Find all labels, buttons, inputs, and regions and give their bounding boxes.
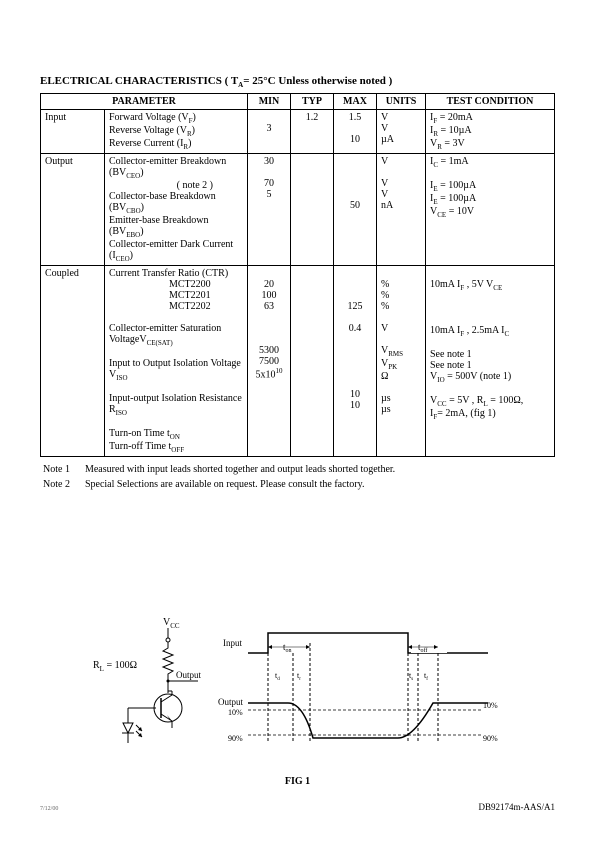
output-params: Collector-emitter Breakdown (BVCEO) ( no… (105, 154, 248, 266)
footer-left: 7/12/00 (40, 806, 58, 812)
svg-text:Output: Output (218, 697, 244, 707)
notes-table: Note 1Measured with input leads shorted … (40, 461, 409, 493)
h-max: MAX (334, 94, 377, 110)
coupled-max: 1250.41010 (334, 266, 377, 457)
svg-text:RL = 100Ω: RL = 100Ω (93, 660, 137, 673)
note2-text: Special Selections are available on requ… (84, 478, 407, 491)
input-max: 1.510 (334, 110, 377, 154)
input-cat: Input (41, 110, 105, 154)
coupled-params: Current Transfer Ratio (CTR) MCT2200 MCT… (105, 266, 248, 457)
figure-svg: VCC RL = 100Ω Output (88, 613, 508, 763)
output-min: 30705 (248, 154, 291, 266)
svg-text:ts: ts (409, 671, 413, 682)
output-cond: IC = 1mA IE = 100µA IE = 100µA VCE = 10V (426, 154, 555, 266)
svg-text:td: td (275, 671, 280, 682)
svg-text:Output: Output (176, 670, 202, 680)
h-typ: TYP (291, 94, 334, 110)
output-cat: Output (41, 154, 105, 266)
coupled-row: Coupled Current Transfer Ratio (CTR) MCT… (41, 266, 555, 457)
coupled-cat: Coupled (41, 266, 105, 457)
output-max: 50 (334, 154, 377, 266)
input-min: 3 (248, 110, 291, 154)
coupled-units: %%%VVRMSVPKΩµsµs (377, 266, 426, 457)
output-units: VVVnA (377, 154, 426, 266)
page: ELECTRICAL CHARACTERISTICS ( TA= 25°C Un… (0, 0, 595, 827)
spec-table: PARAMETER MIN TYP MAX UNITS TEST CONDITI… (40, 93, 555, 457)
input-units: VVµA (377, 110, 426, 154)
figure-caption: FIG 1 (40, 776, 555, 787)
title-suffix: = 25°C Unless otherwise noted ) (243, 75, 392, 87)
h-cond: TEST CONDITION (426, 94, 555, 110)
figure-area: VCC RL = 100Ω Output (40, 613, 555, 787)
note1-label: Note 1 (42, 463, 82, 476)
output-row: Output Collector-emitter Breakdown (BVCE… (41, 154, 555, 266)
svg-text:tr: tr (297, 671, 301, 682)
svg-text:Input: Input (223, 638, 242, 648)
h-units: UNITS (377, 94, 426, 110)
input-row: Input Forward Voltage (VF) Reverse Volta… (41, 110, 555, 154)
note1-text: Measured with input leads shorted togeth… (84, 463, 407, 476)
input-cond: IF = 20mA IR = 10µA VR = 3V (426, 110, 555, 154)
input-params: Forward Voltage (VF) Reverse Voltage (VR… (105, 110, 248, 154)
coupled-cond: 10mA IF , 5V VCE 10mA IF , 2.5mA IC See … (426, 266, 555, 457)
svg-text:VCC: VCC (163, 617, 180, 630)
coupled-min: 2010063530075005x1010 (248, 266, 291, 457)
note2-label: Note 2 (42, 478, 82, 491)
header-row: PARAMETER MIN TYP MAX UNITS TEST CONDITI… (41, 94, 555, 110)
footer-right: DB92174m-AAS/A1 (478, 802, 555, 812)
input-typ: 1.2 (291, 110, 334, 154)
svg-text:90%: 90% (228, 734, 243, 743)
coupled-typ (291, 266, 334, 457)
h-param: PARAMETER (41, 94, 248, 110)
svg-text:90%: 90% (483, 734, 498, 743)
h-min: MIN (248, 94, 291, 110)
title-prefix: ELECTRICAL CHARACTERISTICS ( T (40, 75, 238, 87)
page-title: ELECTRICAL CHARACTERISTICS ( TA= 25°C Un… (40, 75, 555, 89)
svg-text:10%: 10% (228, 708, 243, 717)
output-typ (291, 154, 334, 266)
svg-text:tf: tf (424, 671, 428, 682)
